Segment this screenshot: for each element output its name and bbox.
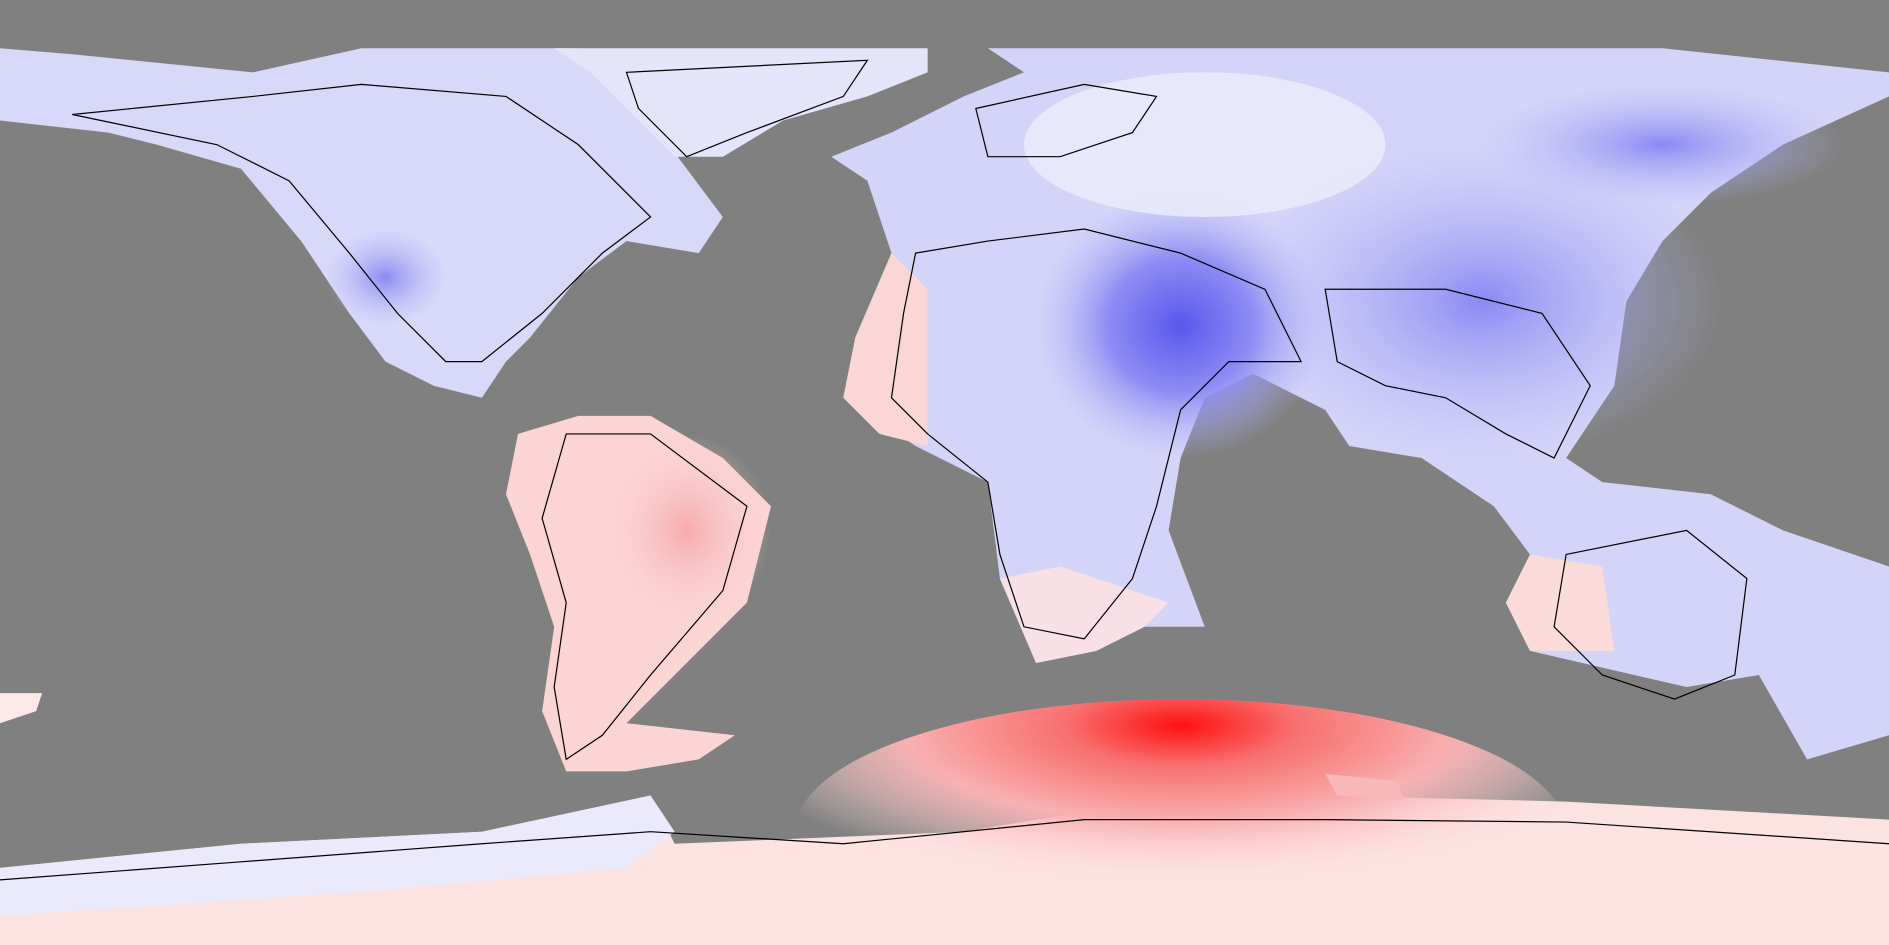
- antarctic-island: [1325, 773, 1404, 801]
- na-cool-patch: [325, 229, 446, 326]
- asia-cool: [1240, 144, 1723, 459]
- antarctic-warm: [795, 699, 1567, 945]
- siberia-cool: [1481, 84, 1844, 205]
- australia-west-warm: [1505, 554, 1615, 651]
- north-america: [0, 48, 723, 398]
- greenland-tip: [0, 693, 43, 724]
- south-africa-warm: [999, 566, 1169, 663]
- brazil-warm: [602, 433, 772, 627]
- mideast-cool: [1036, 192, 1326, 459]
- antarctic-peninsula-cool: [0, 795, 675, 917]
- coastline: [0, 59, 1889, 881]
- europe-light: [1024, 72, 1386, 217]
